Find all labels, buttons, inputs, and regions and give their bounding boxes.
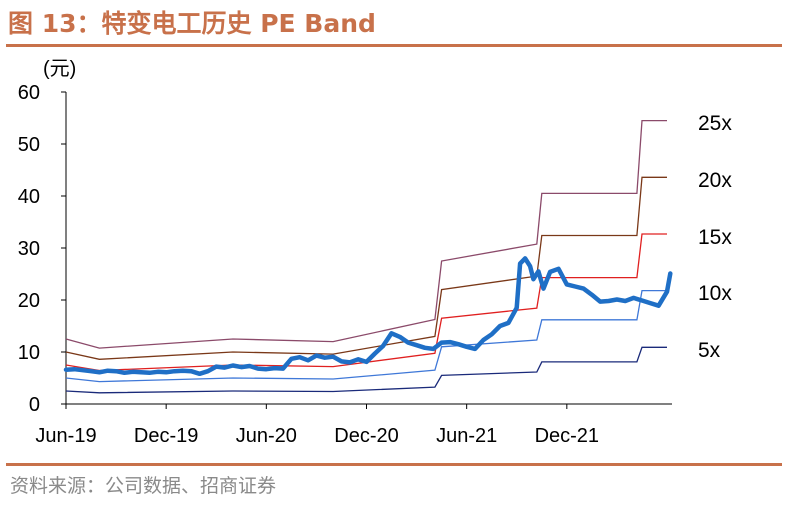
labels-layer: 0 10 20 30 40 50 60(元) Jun-19 Dec-19 Jun-20 Dec-20… — [18, 58, 733, 447]
x-tick-label: Jun-19 — [35, 425, 96, 447]
title-divider — [6, 44, 782, 47]
y-tick-label: 30 — [18, 238, 40, 260]
figure-title: 图 13：特变电工历史 PE Band — [8, 9, 376, 38]
x-tick-label: Jun-20 — [236, 425, 297, 447]
series-layer — [63, 119, 673, 394]
y-tick-label: 0 — [29, 394, 40, 416]
y-tick-label: 20 — [18, 290, 40, 312]
y-tick-label: 10 — [18, 342, 40, 364]
band-label-15x: 15x — [698, 226, 732, 249]
band-line-5x — [65, 346, 667, 394]
band-line-10x — [65, 289, 667, 383]
y-tick-label: 60 — [18, 82, 40, 104]
band-line-20x — [65, 176, 667, 360]
x-tick-label: Dec-20 — [334, 425, 398, 447]
source-note: 资料来源：公司数据、招商证券 — [10, 475, 277, 497]
x-tick-label: Dec-19 — [134, 425, 198, 447]
band-label-10x: 10x — [698, 282, 732, 305]
x-tick-label: Dec-21 — [535, 425, 599, 447]
band-label-5x: 5x — [698, 339, 721, 362]
band-label-25x: 25x — [698, 112, 732, 135]
y-tick-label: 50 — [18, 134, 40, 156]
band-line-15x — [65, 233, 667, 372]
source-divider — [6, 463, 782, 466]
y-tick-label: 40 — [18, 186, 40, 208]
x-tick-label: Jun-21 — [436, 425, 497, 447]
y-axis-unit-label: (元) — [43, 58, 76, 80]
band-line-25x — [65, 119, 667, 349]
price-line — [63, 256, 673, 377]
band-label-20x: 20x — [698, 169, 732, 192]
